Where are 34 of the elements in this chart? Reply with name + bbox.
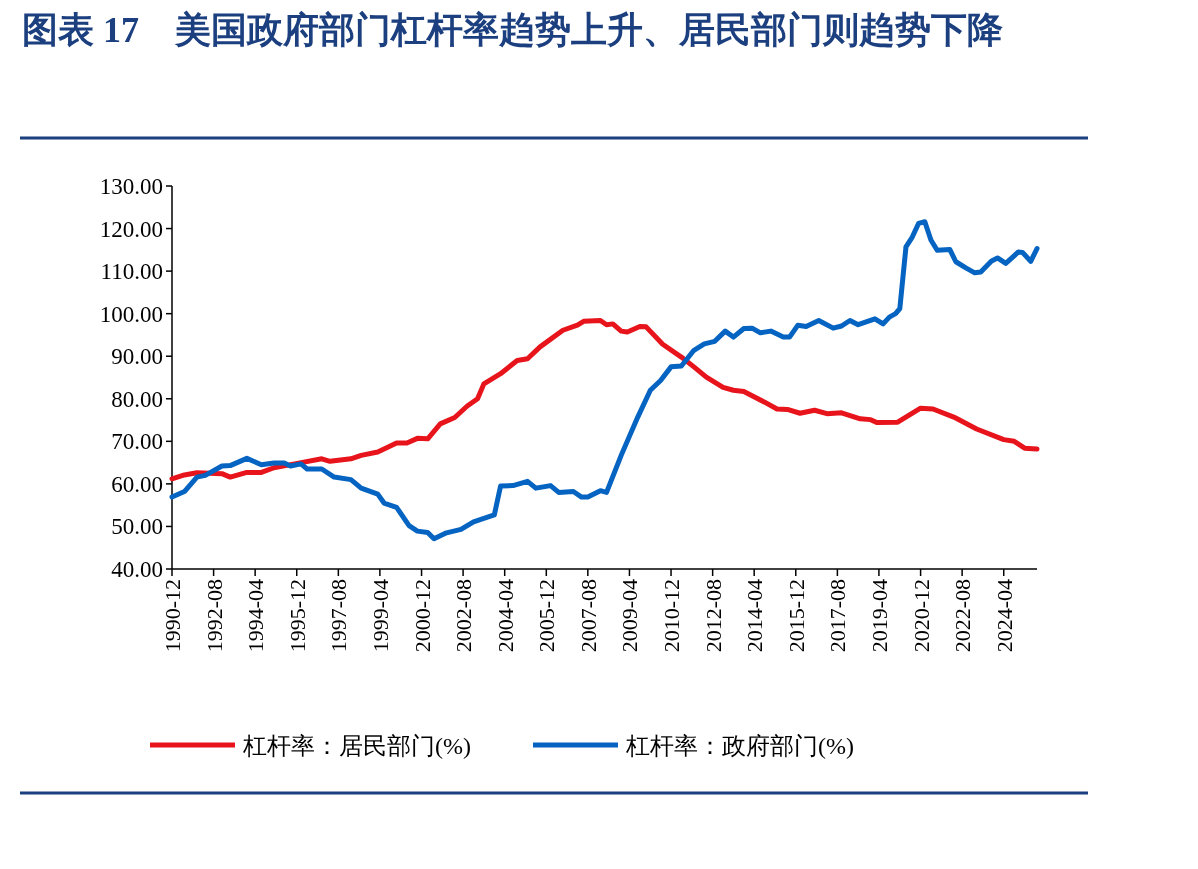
x-tick-label: 2010-12: [659, 579, 685, 653]
y-tick-label: 80.00: [111, 386, 163, 412]
y-tick-label: 50.00: [111, 514, 163, 540]
title: 图表 17 美国政府部门杠杆率趋势上升、居民部门则趋势下降: [22, 10, 1003, 50]
y-tick-label: 130.00: [99, 174, 163, 199]
x-tick-label: 2015-12: [783, 579, 809, 653]
x-tick-label: 1992-08: [201, 579, 227, 653]
x-tick-label: 2004-04: [492, 579, 518, 653]
y-tick-label: 70.00: [111, 429, 163, 455]
y-tick-label: 40.00: [111, 557, 163, 582]
x-tick-label: 2007-08: [575, 579, 601, 653]
x-tick-label: 2020-12: [908, 579, 934, 653]
x-tick-label: 1990-12: [160, 579, 185, 653]
x-tick-label: 2009-04: [617, 579, 643, 653]
x-tick-label: 2000-12: [409, 579, 435, 653]
legend-label: 杠杆率：政府部门(%): [624, 733, 854, 759]
x-tick-label: 1997-08: [326, 579, 352, 653]
x-tick-label: 1999-04: [367, 579, 393, 653]
x-tick-label: 2024-04: [991, 579, 1017, 653]
legend-label: 杠杆率：居民部门(%): [242, 733, 471, 759]
x-tick-label: 2014-04: [742, 579, 768, 653]
x-tick-label: 2019-04: [866, 579, 892, 653]
y-tick-label: 100.00: [99, 301, 163, 327]
x-tick-label: 2002-08: [451, 579, 477, 653]
y-tick-label: 120.00: [99, 216, 163, 242]
x-tick-label: 1994-04: [243, 579, 269, 653]
x-tick-label: 2012-08: [700, 579, 726, 653]
y-tick-label: 90.00: [111, 344, 163, 370]
x-tick-label: 2022-08: [950, 579, 976, 653]
y-tick-label: 110.00: [100, 259, 163, 285]
x-tick-label: 2017-08: [825, 579, 851, 653]
x-tick-label: 2005-12: [534, 579, 560, 653]
y-tick-label: 60.00: [111, 471, 163, 497]
x-tick-label: 1995-12: [284, 579, 310, 653]
